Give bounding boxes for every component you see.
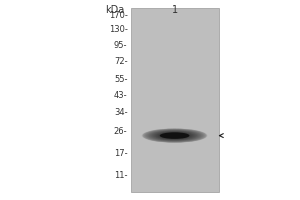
Ellipse shape: [159, 132, 190, 139]
Ellipse shape: [152, 131, 198, 141]
Text: 95-: 95-: [114, 40, 128, 49]
Ellipse shape: [146, 129, 203, 142]
Text: 72-: 72-: [114, 56, 128, 66]
Ellipse shape: [170, 135, 179, 137]
Text: kDa: kDa: [105, 5, 124, 15]
Ellipse shape: [157, 132, 192, 139]
Ellipse shape: [153, 131, 196, 140]
Ellipse shape: [160, 133, 189, 139]
Ellipse shape: [167, 134, 182, 137]
Ellipse shape: [162, 133, 187, 138]
Ellipse shape: [158, 132, 191, 139]
Text: 17-: 17-: [114, 148, 128, 158]
Ellipse shape: [160, 132, 190, 139]
Ellipse shape: [146, 129, 203, 142]
Ellipse shape: [144, 129, 205, 142]
Ellipse shape: [169, 134, 180, 137]
Ellipse shape: [147, 130, 202, 142]
Ellipse shape: [166, 134, 183, 137]
Ellipse shape: [174, 135, 176, 136]
Ellipse shape: [155, 131, 194, 140]
Ellipse shape: [145, 129, 204, 142]
Text: 170-: 170-: [109, 11, 128, 21]
Ellipse shape: [142, 129, 207, 143]
Ellipse shape: [164, 133, 185, 138]
Ellipse shape: [142, 128, 208, 143]
Ellipse shape: [161, 133, 188, 138]
Ellipse shape: [160, 132, 190, 139]
Ellipse shape: [154, 131, 195, 140]
Ellipse shape: [171, 135, 178, 136]
Ellipse shape: [143, 129, 206, 142]
Ellipse shape: [152, 131, 197, 140]
Ellipse shape: [173, 135, 176, 136]
Text: 11-: 11-: [114, 170, 128, 180]
Text: 34-: 34-: [114, 108, 128, 117]
Ellipse shape: [151, 130, 199, 141]
Text: 1: 1: [172, 5, 178, 15]
Text: 55-: 55-: [114, 74, 128, 84]
Ellipse shape: [166, 134, 184, 138]
Ellipse shape: [149, 130, 200, 141]
Bar: [130, 8, 219, 192]
Ellipse shape: [165, 133, 184, 138]
Ellipse shape: [163, 133, 186, 138]
Text: 43-: 43-: [114, 90, 128, 99]
Ellipse shape: [156, 131, 194, 140]
Ellipse shape: [148, 130, 201, 141]
Ellipse shape: [150, 130, 200, 141]
Ellipse shape: [168, 134, 181, 137]
Ellipse shape: [157, 132, 193, 140]
Ellipse shape: [170, 135, 179, 137]
Ellipse shape: [172, 135, 177, 136]
Text: 130-: 130-: [109, 24, 128, 33]
Text: 26-: 26-: [114, 127, 128, 136]
